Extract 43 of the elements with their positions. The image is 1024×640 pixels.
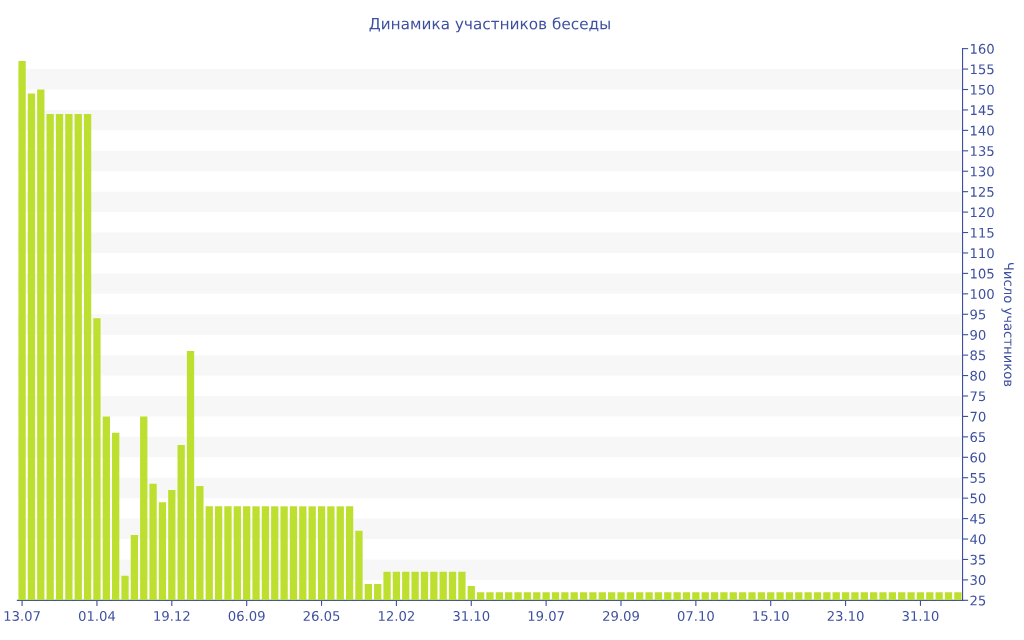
- x-tick-label: 12.02: [378, 610, 414, 621]
- y-tick-label: 25: [970, 595, 986, 606]
- x-tick-label: 19.07: [528, 610, 564, 621]
- y-tick-label: 95: [970, 309, 986, 320]
- y-tick-label: 80: [970, 370, 986, 381]
- x-tick-label: 29.09: [603, 610, 639, 621]
- y-tick-label: 55: [970, 473, 986, 483]
- y-tick-label: 105: [970, 268, 994, 279]
- y-tick-label: 40: [970, 534, 986, 545]
- x-tick-label: 06.09: [228, 610, 265, 621]
- y-axis-title: Число участников: [1001, 262, 1014, 387]
- x-tick-label: 07.10: [677, 610, 714, 621]
- x-tick-label: 19.12: [154, 610, 190, 621]
- y-tick-label: 130: [970, 166, 994, 177]
- y-tick-label: 145: [970, 105, 994, 116]
- y-tick-label: 100: [970, 289, 994, 300]
- y-tick-label: 35: [970, 554, 986, 565]
- y-tick-label: 120: [970, 207, 994, 218]
- y-tick-label: 150: [970, 84, 994, 95]
- y-tick-label: 30: [970, 575, 986, 586]
- y-tick-label: 90: [970, 329, 986, 340]
- y-tick-label: 140: [970, 125, 994, 136]
- y-tick-label: 135: [970, 146, 994, 156]
- y-tick-label: 125: [970, 186, 994, 197]
- y-tick-label: 60: [970, 452, 986, 463]
- y-tick-label: 155: [970, 64, 994, 75]
- y-tick-label: 50: [970, 493, 986, 504]
- y-tick-label: 45: [970, 513, 986, 524]
- x-tick-label: 26.05: [303, 610, 340, 621]
- x-tick-label: 13.07: [4, 610, 40, 621]
- y-tick-label: 160: [970, 43, 994, 54]
- x-tick-label: 23.10: [827, 610, 864, 621]
- y-tick-label: 85: [970, 350, 986, 361]
- chart-title: Динамика участников беседы: [369, 17, 610, 33]
- x-tick-label: 15.10: [753, 610, 789, 621]
- y-tick-label: 115: [970, 227, 994, 238]
- y-tick-label: 65: [970, 432, 986, 443]
- y-tick-label: 70: [970, 411, 986, 422]
- y-tick-label: 75: [970, 391, 986, 402]
- y-tick-label: 110: [970, 248, 994, 259]
- x-tick-label: 01.04: [78, 610, 116, 621]
- x-tick-label: 31.10: [902, 610, 939, 621]
- x-tick-label: 31.10: [453, 610, 490, 621]
